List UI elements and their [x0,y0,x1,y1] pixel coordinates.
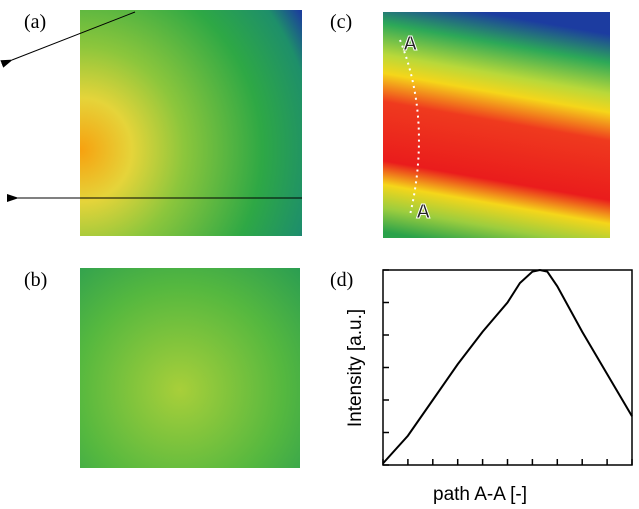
panel-label: (d) [330,269,353,291]
panel-label: (c) [330,11,352,33]
plot-d: path A-A [-] Intensity [a.u.] [345,268,633,505]
intensity-curve [382,268,633,465]
arrow [0,11,136,68]
path-marker: A [403,33,417,55]
image-b [80,268,300,468]
panel-label: (b) [24,269,47,291]
x-axis-label: path A-A [-] [433,484,527,505]
panel-label: (a) [24,11,46,33]
image-c [383,12,610,238]
path-marker: A [416,201,430,223]
y-axis-label: Intensity [a.u.] [345,309,366,427]
plot-frame [382,269,633,466]
image-a [80,10,302,236]
